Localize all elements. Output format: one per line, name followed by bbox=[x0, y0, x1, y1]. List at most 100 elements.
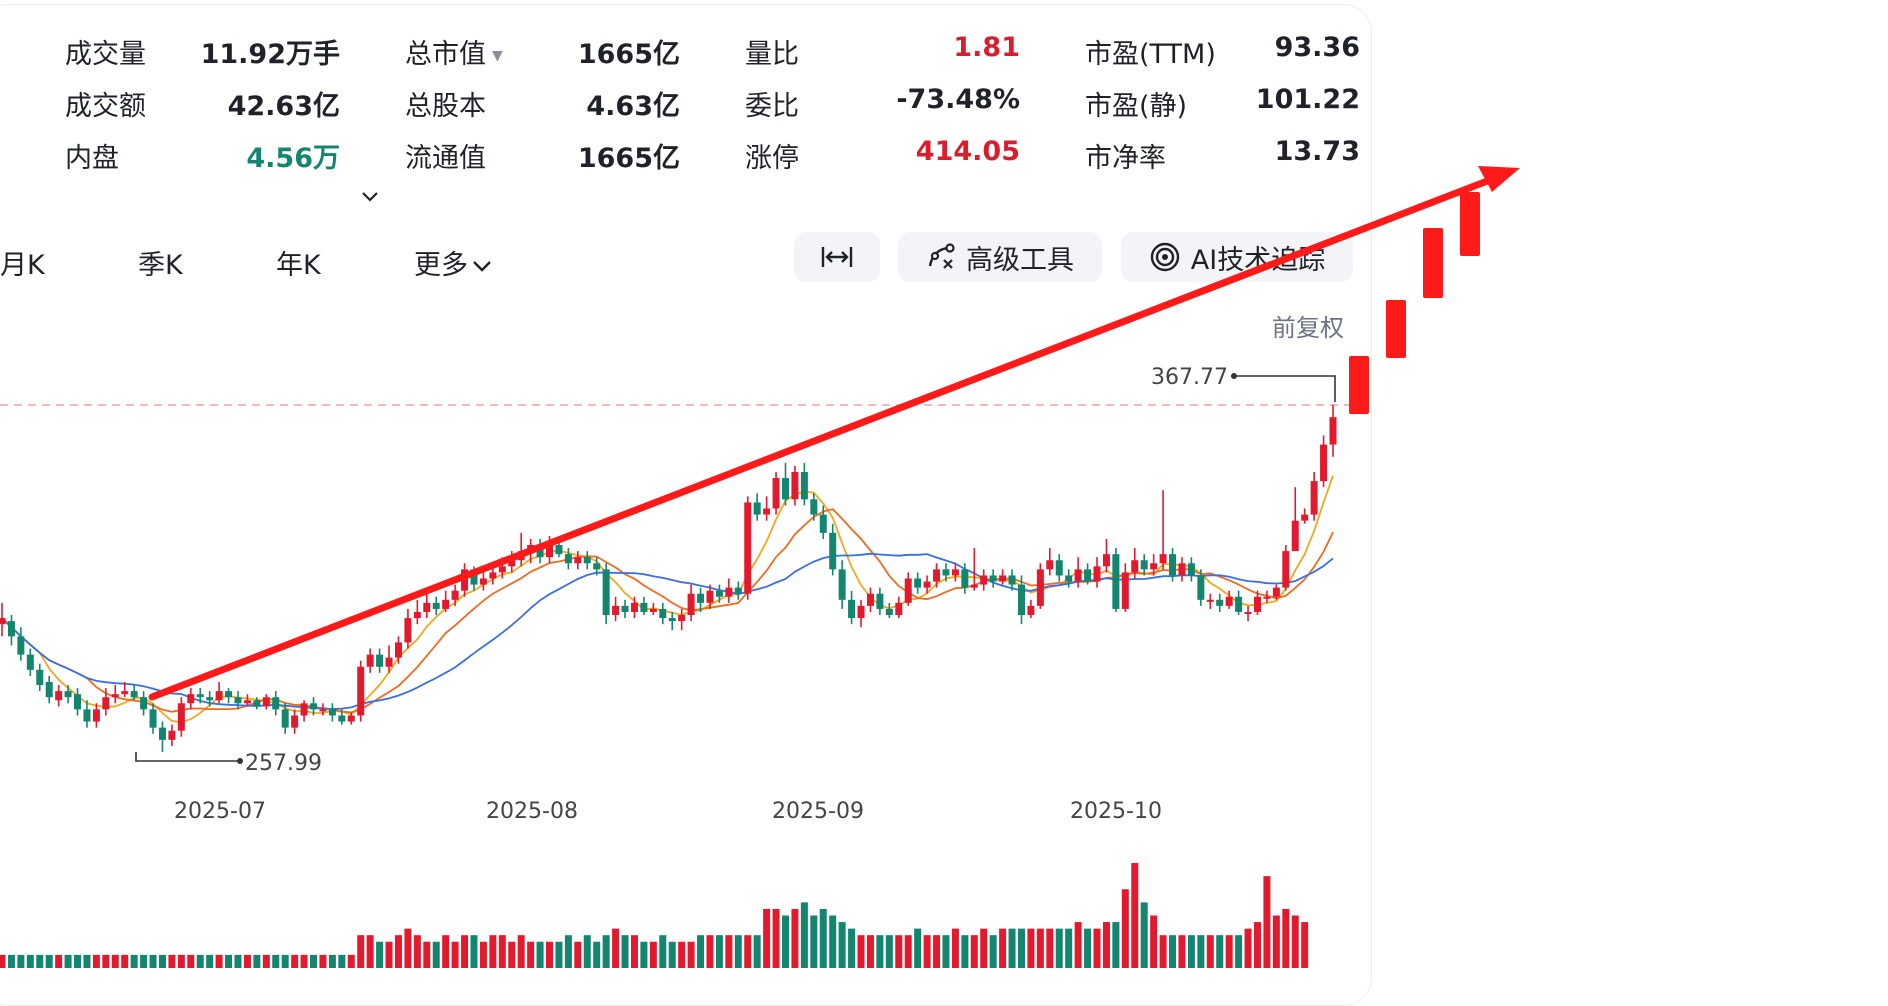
tab-more[interactable]: 更多 bbox=[414, 243, 493, 282]
candle-body bbox=[715, 590, 723, 597]
candle-body bbox=[1074, 569, 1082, 582]
volume-bar bbox=[1055, 928, 1063, 968]
candle-body bbox=[574, 557, 582, 564]
x-tick-2025-07: 2025-07 bbox=[174, 799, 266, 824]
candle-body bbox=[555, 545, 563, 555]
tab-month-k[interactable]: 月K bbox=[0, 250, 45, 281]
stat-label-inner-volume: 内盘 bbox=[65, 143, 119, 174]
candle-body bbox=[942, 569, 950, 576]
stat-label-pe-ttm: 市盈(TTM) bbox=[1085, 39, 1216, 70]
candle-body bbox=[1150, 563, 1158, 570]
candle-body bbox=[602, 569, 610, 616]
candle-body bbox=[404, 618, 412, 643]
volume-bar bbox=[423, 941, 431, 968]
candle-body bbox=[1197, 575, 1205, 600]
stat-value-pe-ttm: 93.36 bbox=[1274, 32, 1360, 63]
candle-body bbox=[328, 709, 336, 716]
volume-bar bbox=[1121, 889, 1129, 968]
volume-bar bbox=[451, 941, 459, 968]
candle-body bbox=[253, 700, 261, 707]
volume-bar bbox=[498, 935, 506, 968]
candle-body bbox=[300, 703, 308, 716]
volume-bar bbox=[1291, 915, 1299, 968]
volume-bar bbox=[630, 935, 638, 968]
volume-bar bbox=[489, 935, 497, 968]
volume-bar bbox=[989, 935, 997, 968]
volume-bar bbox=[479, 941, 487, 968]
candle-body bbox=[281, 709, 289, 728]
volume-bar bbox=[715, 935, 723, 968]
stat-label-market-cap[interactable]: 总市值 ▼ bbox=[405, 39, 503, 70]
candle-body bbox=[753, 502, 761, 515]
volume-bar bbox=[555, 941, 563, 968]
candle-body bbox=[687, 593, 695, 616]
candle-body bbox=[923, 581, 931, 588]
candle-body bbox=[829, 532, 837, 570]
tab-year-k[interactable]: 年K bbox=[276, 250, 321, 281]
volume-bar bbox=[857, 935, 865, 968]
candle-body bbox=[177, 703, 185, 731]
candle-body bbox=[1206, 599, 1214, 602]
candle-body bbox=[1017, 584, 1025, 616]
candle-body bbox=[989, 575, 997, 582]
candle-body bbox=[26, 654, 34, 670]
volume-bar bbox=[1084, 928, 1092, 968]
volume-bar bbox=[347, 954, 355, 968]
volume-bar bbox=[225, 954, 233, 968]
volume-bar bbox=[933, 935, 941, 968]
stat-label-total-shares: 总股本 bbox=[405, 91, 486, 122]
stat-label-bid-ratio: 委比 bbox=[745, 91, 799, 122]
candle-body bbox=[102, 697, 110, 710]
stat-value-inner-volume: 4.56万 bbox=[246, 143, 340, 174]
volume-bar bbox=[999, 928, 1007, 968]
candle-body bbox=[546, 545, 554, 558]
volume-bar bbox=[829, 915, 837, 968]
advanced-tools-button[interactable]: 高级工具 bbox=[898, 232, 1102, 282]
candle-body bbox=[310, 703, 318, 710]
candle-body bbox=[74, 694, 82, 710]
candle-body bbox=[1244, 611, 1252, 614]
volume-bar bbox=[45, 954, 53, 968]
candle-body bbox=[55, 691, 63, 701]
volume-bar bbox=[706, 935, 714, 968]
trend-arrow-annotation bbox=[148, 166, 1520, 701]
volume-bar bbox=[1216, 935, 1224, 968]
candle-body bbox=[489, 572, 497, 579]
tab-quarter-k[interactable]: 季K bbox=[138, 250, 183, 281]
volume-bar bbox=[508, 941, 516, 968]
volume-bar bbox=[640, 941, 648, 968]
projected-bar bbox=[1460, 192, 1480, 256]
candle-body bbox=[508, 560, 516, 567]
volume-bar bbox=[1159, 935, 1167, 968]
sort-down-icon[interactable]: ▼ bbox=[492, 47, 503, 64]
volume-bar bbox=[1093, 928, 1101, 968]
candle-body bbox=[706, 590, 714, 603]
candle-body bbox=[36, 669, 44, 686]
candle-body bbox=[1046, 560, 1054, 570]
volume-bar bbox=[1046, 928, 1054, 968]
volume-bar bbox=[17, 954, 25, 968]
candle-body bbox=[291, 715, 299, 728]
stat-label-pb: 市净率 bbox=[1085, 143, 1166, 174]
volume-bar bbox=[1178, 935, 1186, 968]
volume-bar bbox=[1140, 902, 1148, 968]
volume-bar bbox=[800, 902, 808, 968]
candle-body bbox=[819, 514, 827, 533]
volume-bar bbox=[961, 935, 969, 968]
fit-width-button[interactable] bbox=[794, 232, 880, 282]
volume-bar bbox=[1150, 915, 1158, 968]
candle-body bbox=[999, 575, 1007, 582]
volume-bar bbox=[262, 954, 270, 968]
volume-bar bbox=[678, 941, 686, 968]
volume-bar bbox=[442, 935, 450, 968]
chevron-down-icon[interactable] bbox=[360, 185, 380, 210]
candle-body bbox=[1027, 605, 1035, 616]
candle-body bbox=[772, 478, 780, 509]
price-adjust-label[interactable]: 前复权 bbox=[1272, 314, 1344, 342]
candle-body bbox=[1187, 563, 1195, 576]
volume-bar bbox=[36, 954, 44, 968]
kline-chart[interactable]: 367.77 257.99 2025-07 2025-08 2025-09 20… bbox=[0, 0, 1888, 971]
volume-bar bbox=[914, 928, 922, 968]
candle-body bbox=[45, 681, 53, 698]
volume-bar bbox=[130, 954, 138, 968]
